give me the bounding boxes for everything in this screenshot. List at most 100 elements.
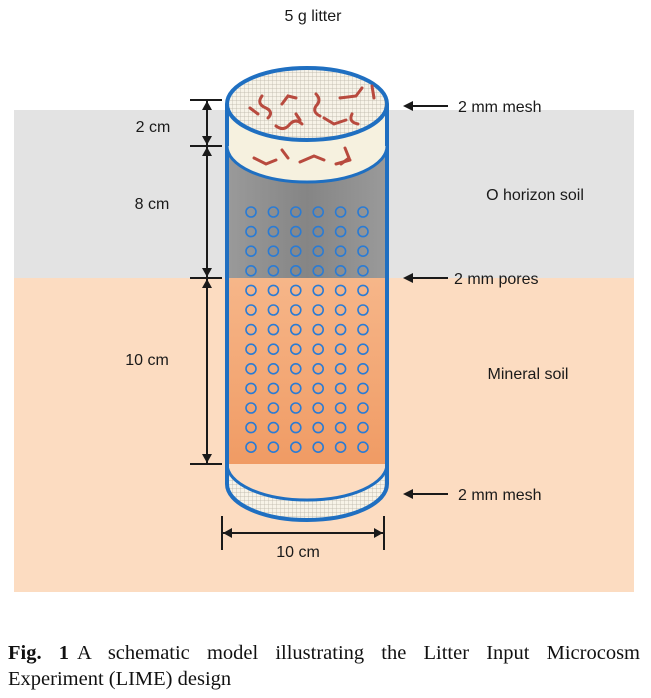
microcosm-cylinder — [225, 66, 389, 522]
pore-hole — [289, 402, 302, 414]
pore-hole — [357, 421, 369, 434]
width-10cm-label: 10 cm — [276, 544, 320, 561]
pore-hole — [267, 225, 280, 238]
litter-pieces-top — [248, 84, 376, 131]
pore-hole — [357, 245, 369, 257]
pore-hole — [334, 441, 347, 454]
pore-hole — [289, 264, 302, 277]
cylinder-mineral-section — [227, 278, 387, 464]
pore-hole — [267, 382, 280, 395]
pore-hole — [245, 245, 257, 257]
pore-hole — [267, 206, 280, 218]
pore-hole — [312, 343, 325, 356]
pore-hole — [289, 343, 302, 356]
pore-hole — [267, 245, 280, 257]
pore-hole — [312, 304, 325, 316]
pore-grid — [245, 206, 369, 454]
pore-hole — [245, 206, 257, 218]
pore-hole — [312, 206, 325, 218]
pore-hole — [289, 304, 302, 316]
pore-hole — [245, 264, 257, 277]
width-arrowheads — [223, 528, 383, 538]
pore-hole — [289, 382, 302, 395]
pore-hole — [245, 284, 257, 297]
pore-hole — [357, 206, 369, 218]
pore-hole — [312, 323, 325, 336]
pore-hole — [312, 264, 325, 277]
pore-hole — [289, 362, 302, 375]
pore-hole — [267, 264, 280, 277]
pore-hole — [357, 264, 369, 277]
pore-hole — [267, 323, 280, 336]
litter-label: 5 g litter — [285, 8, 343, 25]
pore-hole — [312, 284, 325, 297]
pore-hole — [289, 245, 302, 257]
pore-hole — [245, 402, 257, 414]
depth-2cm-label: 2 cm — [136, 119, 171, 136]
pore-hole — [334, 245, 347, 257]
pore-hole — [245, 304, 257, 316]
pore-hole — [245, 225, 257, 238]
lime-schematic: 5 g litter 2 mm mesh 2 mm pores 2 mm mes… — [14, 8, 634, 592]
pore-hole — [267, 402, 280, 414]
pore-hole — [357, 441, 369, 454]
pore-hole — [289, 225, 302, 238]
pore-hole — [334, 421, 347, 434]
pore-hole — [334, 362, 347, 375]
top-mesh — [225, 66, 389, 142]
pore-hole — [245, 362, 257, 375]
pore-hole — [245, 343, 257, 356]
pore-hole — [312, 245, 325, 257]
depth-10cm-label: 10 cm — [125, 352, 169, 369]
pore-hole — [334, 343, 347, 356]
pore-hole — [267, 343, 280, 356]
pore-hole — [312, 441, 325, 454]
pore-hole — [289, 323, 302, 336]
pore-hole — [357, 284, 369, 297]
depth-arrowheads — [202, 101, 212, 463]
pore-hole — [312, 225, 325, 238]
pore-hole — [267, 304, 280, 316]
pore-hole — [289, 441, 302, 454]
pore-hole — [267, 284, 280, 297]
pore-hole — [267, 421, 280, 434]
label-arrows — [403, 101, 448, 499]
pore-hole — [312, 362, 325, 375]
pore-hole — [357, 402, 369, 414]
pore-hole — [357, 323, 369, 336]
pore-hole — [357, 362, 369, 375]
width-dimension-line — [221, 516, 385, 550]
pore-hole — [245, 323, 257, 336]
pores-label: 2 mm pores — [454, 271, 538, 288]
bottom-mesh — [227, 464, 387, 520]
litter-pieces-lower — [252, 146, 352, 166]
pore-hole — [357, 225, 369, 238]
pore-hole — [289, 421, 302, 434]
pore-hole — [245, 441, 257, 454]
pore-hole — [334, 382, 347, 395]
pore-hole — [267, 362, 280, 375]
o-horizon-label: O horizon soil — [486, 187, 584, 204]
pore-hole — [289, 284, 302, 297]
mineral-soil-label: Mineral soil — [488, 366, 569, 383]
pore-hole — [334, 264, 347, 277]
bottom-mesh-label: 2 mm mesh — [458, 487, 542, 504]
pore-hole — [267, 441, 280, 454]
depth-8cm-label: 8 cm — [135, 196, 170, 213]
pore-hole — [312, 402, 325, 414]
pore-hole — [245, 421, 257, 434]
caption-text: A schematic model illustrating the Litte… — [8, 642, 640, 690]
pore-hole — [357, 382, 369, 395]
pore-hole — [245, 382, 257, 395]
pore-hole — [334, 206, 347, 218]
pore-hole — [334, 402, 347, 414]
figure-number: Fig. 1 — [8, 642, 69, 664]
pore-hole — [312, 421, 325, 434]
pore-hole — [357, 343, 369, 356]
pore-hole — [334, 225, 347, 238]
pore-hole — [334, 304, 347, 316]
top-mesh-label: 2 mm mesh — [458, 99, 542, 116]
pore-hole — [357, 304, 369, 316]
pore-hole — [289, 206, 302, 218]
pore-hole — [334, 284, 347, 297]
